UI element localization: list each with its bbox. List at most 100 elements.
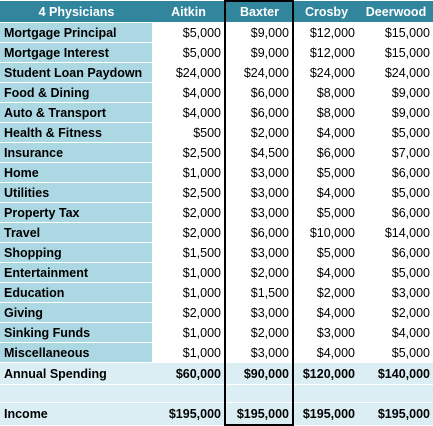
- row-label[interactable]: Food & Dining: [0, 82, 152, 103]
- row-label[interactable]: Travel: [0, 222, 152, 243]
- cell-deerwood[interactable]: $15,000: [358, 42, 433, 63]
- cell-deerwood[interactable]: $140,000: [358, 362, 433, 385]
- cell-deerwood[interactable]: $3,000: [358, 282, 433, 303]
- cell-baxter[interactable]: $1,500: [224, 282, 294, 303]
- column-header-baxter[interactable]: Baxter: [224, 0, 294, 23]
- cell-deerwood[interactable]: $6,000: [358, 162, 433, 183]
- cell-crosby[interactable]: $10,000: [293, 222, 358, 243]
- row-label[interactable]: Insurance: [0, 142, 152, 163]
- cell-crosby[interactable]: $24,000: [293, 62, 358, 83]
- column-header-crosby[interactable]: Crosby: [293, 1, 358, 23]
- cell-baxter[interactable]: $3,000: [224, 302, 294, 323]
- cell-deerwood[interactable]: $9,000: [358, 102, 433, 123]
- spacer-cell[interactable]: [224, 384, 294, 403]
- cell-baxter[interactable]: $9,000: [224, 42, 294, 63]
- row-label[interactable]: Mortgage Interest: [0, 42, 152, 63]
- cell-deerwood[interactable]: $7,000: [358, 142, 433, 163]
- row-label[interactable]: Property Tax: [0, 202, 152, 223]
- cell-baxter[interactable]: $2,000: [224, 262, 294, 283]
- cell-crosby[interactable]: $120,000: [293, 362, 358, 385]
- cell-crosby[interactable]: $5,000: [293, 242, 358, 263]
- cell-aitkin[interactable]: $5,000: [152, 22, 225, 43]
- cell-deerwood[interactable]: $4,000: [358, 322, 433, 343]
- cell-baxter[interactable]: $2,000: [224, 322, 294, 343]
- cell-deerwood[interactable]: $24,000: [358, 62, 433, 83]
- row-label[interactable]: Entertainment: [0, 262, 152, 283]
- cell-deerwood[interactable]: $6,000: [358, 242, 433, 263]
- cell-baxter[interactable]: $3,000: [224, 182, 294, 203]
- cell-crosby[interactable]: $4,000: [293, 182, 358, 203]
- cell-deerwood[interactable]: $2,000: [358, 302, 433, 323]
- cell-crosby[interactable]: $5,000: [293, 162, 358, 183]
- cell-baxter[interactable]: $6,000: [224, 102, 294, 123]
- cell-baxter[interactable]: $4,500: [224, 142, 294, 163]
- cell-aitkin[interactable]: $2,000: [152, 202, 225, 223]
- row-label[interactable]: Income: [0, 402, 152, 426]
- row-label[interactable]: Auto & Transport: [0, 102, 152, 123]
- row-label[interactable]: Sinking Funds: [0, 322, 152, 343]
- cell-aitkin[interactable]: $4,000: [152, 82, 225, 103]
- cell-aitkin[interactable]: $1,000: [152, 342, 225, 363]
- row-label[interactable]: Utilities: [0, 182, 152, 203]
- row-label[interactable]: Student Loan Paydown: [0, 62, 152, 83]
- row-label[interactable]: Education: [0, 282, 152, 303]
- cell-crosby[interactable]: $6,000: [293, 142, 358, 163]
- cell-crosby[interactable]: $4,000: [293, 122, 358, 143]
- cell-baxter[interactable]: $3,000: [224, 162, 294, 183]
- table-title[interactable]: 4 Physicians: [0, 1, 152, 23]
- cell-aitkin[interactable]: $1,000: [152, 282, 225, 303]
- cell-baxter[interactable]: $90,000: [224, 362, 294, 385]
- cell-aitkin[interactable]: $2,000: [152, 222, 225, 243]
- cell-aitkin[interactable]: $24,000: [152, 62, 225, 83]
- row-label[interactable]: Annual Spending: [0, 362, 152, 385]
- cell-crosby[interactable]: $8,000: [293, 102, 358, 123]
- cell-deerwood[interactable]: $5,000: [358, 262, 433, 283]
- cell-baxter[interactable]: $3,000: [224, 202, 294, 223]
- cell-aitkin[interactable]: $1,000: [152, 162, 225, 183]
- row-label[interactable]: Miscellaneous: [0, 342, 152, 363]
- cell-crosby[interactable]: $195,000: [293, 402, 358, 426]
- cell-baxter[interactable]: $6,000: [224, 82, 294, 103]
- cell-deerwood[interactable]: $5,000: [358, 122, 433, 143]
- cell-deerwood[interactable]: $195,000: [358, 402, 433, 426]
- row-label[interactable]: Home: [0, 162, 152, 183]
- cell-crosby[interactable]: $4,000: [293, 342, 358, 363]
- cell-deerwood[interactable]: $5,000: [358, 182, 433, 203]
- spacer-cell[interactable]: [152, 384, 225, 403]
- cell-aitkin[interactable]: $1,000: [152, 322, 225, 343]
- column-header-aitkin[interactable]: Aitkin: [152, 1, 225, 23]
- cell-deerwood[interactable]: $14,000: [358, 222, 433, 243]
- cell-baxter[interactable]: $195,000: [224, 402, 294, 426]
- cell-aitkin[interactable]: $4,000: [152, 102, 225, 123]
- column-header-deerwood[interactable]: Deerwood: [358, 1, 433, 23]
- cell-crosby[interactable]: $12,000: [293, 42, 358, 63]
- spacer-cell[interactable]: [0, 384, 152, 403]
- cell-baxter[interactable]: $3,000: [224, 242, 294, 263]
- row-label[interactable]: Mortgage Principal: [0, 22, 152, 43]
- row-label[interactable]: Giving: [0, 302, 152, 323]
- cell-aitkin[interactable]: $5,000: [152, 42, 225, 63]
- cell-crosby[interactable]: $2,000: [293, 282, 358, 303]
- cell-aitkin[interactable]: $1,000: [152, 262, 225, 283]
- cell-crosby[interactable]: $4,000: [293, 302, 358, 323]
- spacer-cell[interactable]: [358, 384, 433, 403]
- cell-baxter[interactable]: $2,000: [224, 122, 294, 143]
- cell-aitkin[interactable]: $500: [152, 122, 225, 143]
- spacer-cell[interactable]: [293, 384, 358, 403]
- cell-baxter[interactable]: $6,000: [224, 222, 294, 243]
- cell-crosby[interactable]: $4,000: [293, 262, 358, 283]
- cell-aitkin[interactable]: $1,500: [152, 242, 225, 263]
- cell-crosby[interactable]: $3,000: [293, 322, 358, 343]
- cell-aitkin[interactable]: $195,000: [152, 402, 225, 426]
- cell-deerwood[interactable]: $5,000: [358, 342, 433, 363]
- cell-baxter[interactable]: $3,000: [224, 342, 294, 363]
- cell-aitkin[interactable]: $2,000: [152, 302, 225, 323]
- cell-aitkin[interactable]: $2,500: [152, 182, 225, 203]
- cell-baxter[interactable]: $24,000: [224, 62, 294, 83]
- row-label[interactable]: Health & Fitness: [0, 122, 152, 143]
- cell-baxter[interactable]: $9,000: [224, 22, 294, 43]
- row-label[interactable]: Shopping: [0, 242, 152, 263]
- cell-crosby[interactable]: $12,000: [293, 22, 358, 43]
- cell-crosby[interactable]: $8,000: [293, 82, 358, 103]
- cell-aitkin[interactable]: $2,500: [152, 142, 225, 163]
